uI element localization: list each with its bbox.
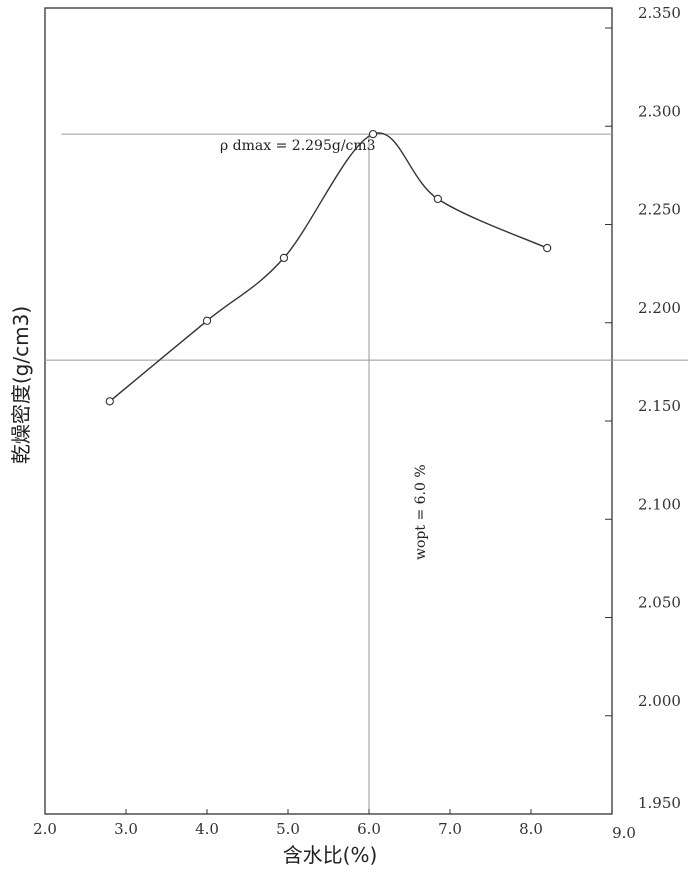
x-tick-label: 6.0 [357, 820, 381, 838]
data-point [105, 397, 114, 406]
y-tick-label: 2.250 [638, 201, 681, 219]
x-tick-label: 2.0 [33, 820, 57, 838]
compaction-curve [109, 132, 548, 402]
x-tick-label: 3.0 [114, 820, 138, 838]
data-point [368, 129, 378, 139]
reference-lines [45, 133, 688, 814]
x-tick-labels: 2.0 3.0 4.0 5.0 6.0 7.0 8.0 9.0 [33, 820, 636, 842]
x-tick-label: 5.0 [276, 820, 300, 838]
data-point [543, 243, 552, 253]
y-tick-label: 2.300 [638, 102, 681, 120]
x-tick-label: 9.0 [612, 824, 636, 842]
y-tick-label: 2.350 [638, 4, 681, 22]
x-axis-label: 含水比(%) [283, 843, 378, 867]
plot-frame [44, 7, 613, 815]
wopt-annotation: wopt = 6.0 % [413, 464, 429, 560]
y-tick-label: 1.950 [638, 794, 681, 812]
y-axis-label: 乾燥密度(g/cm3) [9, 306, 33, 464]
y-tick-label: 2.150 [638, 397, 681, 415]
x-tick-label: 8.0 [519, 820, 543, 838]
tick-marks [125, 27, 612, 814]
y-tick-label: 2.050 [638, 594, 681, 612]
dmax-annotation: ρ dmax = 2.295g/cm3 [220, 138, 376, 154]
data-point [202, 316, 212, 325]
data-point [433, 194, 442, 204]
y-tick-label: 2.000 [638, 692, 681, 710]
x-tick-label: 4.0 [195, 820, 219, 838]
data-points [105, 129, 552, 406]
x-tick-label: 7.0 [438, 820, 462, 838]
y-tick-label: 2.200 [638, 299, 681, 317]
y-tick-labels: 1.950 2.000 2.050 2.100 2.150 2.200 2.250 2.300… [638, 4, 681, 812]
y-tick-label: 2.100 [638, 495, 681, 513]
data-point [279, 253, 289, 263]
